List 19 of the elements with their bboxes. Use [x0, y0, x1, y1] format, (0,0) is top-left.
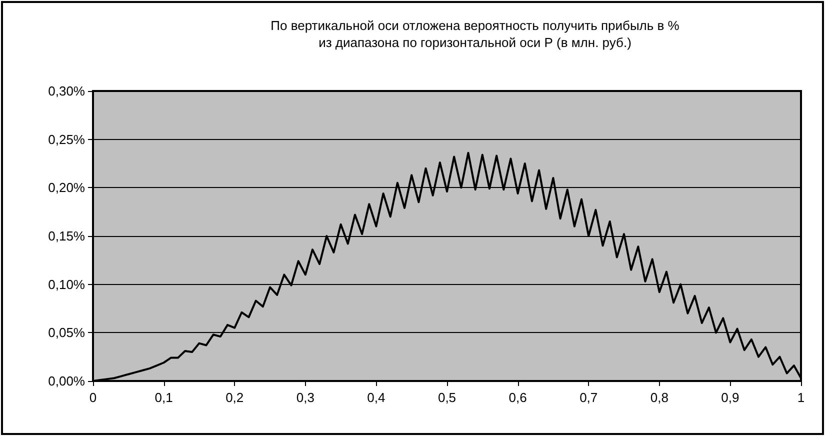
x-tick-label: 0,4 — [367, 390, 386, 405]
y-tick-label: 0,15% — [48, 228, 86, 244]
x-tick-label: 0,2 — [226, 390, 244, 405]
x-tick-label: 0,5 — [438, 390, 456, 405]
x-tick-label: 0 — [89, 390, 97, 405]
x-tick-label: 0,3 — [296, 390, 314, 405]
y-tick-label: 0,00% — [48, 374, 86, 388]
x-tick-label: 0,1 — [154, 390, 173, 405]
y-tick-label: 0,05% — [48, 325, 86, 340]
x-tick-label: 1 — [797, 390, 805, 405]
x-tick-label: 0,7 — [580, 390, 598, 405]
y-tick-label: 0,10% — [48, 276, 86, 292]
chart-title: По вертикальной оси отложена вероятность получить прибыль в % из диапазона по горизонтальной оси Р (в млн. руб.) — [270, 18, 680, 50]
y-tick-label: 0,20% — [48, 180, 86, 196]
x-tick-label: 0,6 — [508, 390, 527, 405]
x-tick-label: 0,9 — [721, 390, 740, 405]
y-tick-label: 0,30% — [48, 84, 86, 98]
y-tick-label: 0,25% — [48, 132, 86, 147]
x-tick-label: 0,8 — [650, 390, 668, 405]
